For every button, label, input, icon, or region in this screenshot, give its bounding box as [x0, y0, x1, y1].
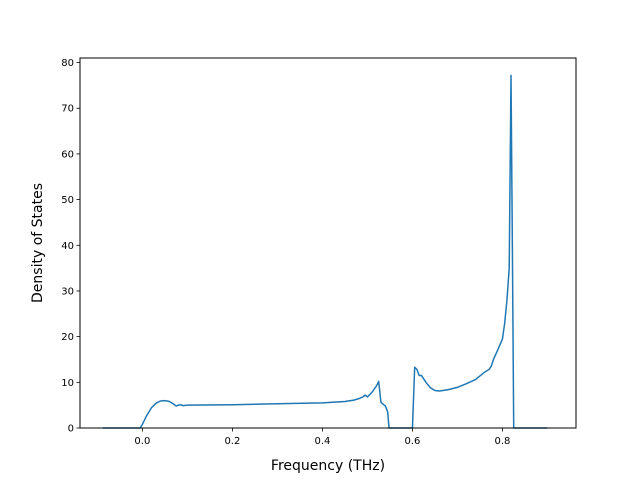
x-axis-label: Frequency (THz) [271, 458, 385, 474]
y-tick-label: 20 [61, 332, 74, 343]
y-tick-label: 60 [61, 149, 74, 160]
x-tick-label: 0.0 [134, 436, 150, 447]
x-tick-label: 0.2 [224, 436, 240, 447]
x-tick-label: 0.6 [404, 436, 420, 447]
x-tick-label: 0.8 [495, 436, 511, 447]
y-tick-label: 30 [61, 286, 74, 297]
x-tick-label: 0.4 [314, 436, 330, 447]
y-tick-label: 10 [61, 378, 74, 389]
plot-frame [79, 57, 577, 429]
y-axis-label: Density of States [30, 183, 46, 303]
x-axis-ticks: 0.0 0.2 0.4 0.6 0.8 [134, 428, 510, 447]
y-tick-label: 50 [61, 195, 74, 206]
y-tick-label: 40 [61, 241, 74, 252]
y-tick-label: 0 [68, 424, 74, 435]
plot-layer [102, 74, 548, 429]
dos-series-line-0 [102, 74, 548, 429]
y-tick-label: 70 [61, 104, 74, 115]
y-tick-label: 80 [61, 58, 74, 69]
y-axis-ticks: 0 10 20 30 40 50 60 70 80 [61, 58, 80, 435]
